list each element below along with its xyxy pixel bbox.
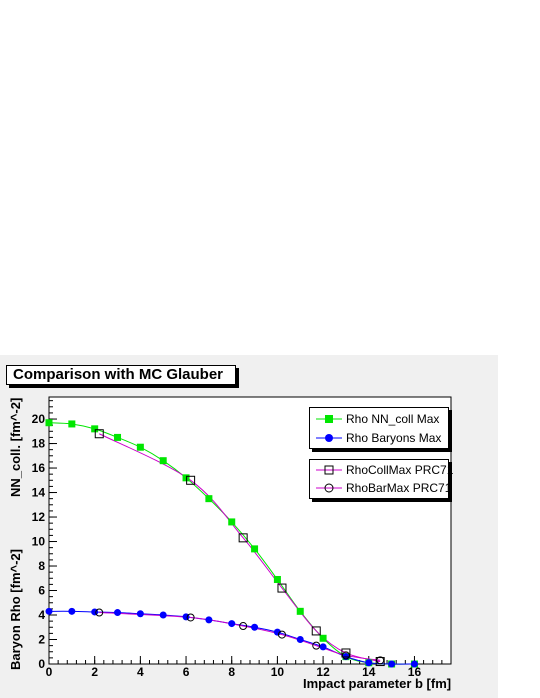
legend-item-rho-baryons: Rho Baryons Max [310,429,448,447]
x-axis-label: Impact parameter b [fm] [303,676,452,691]
data-point-open-square [375,657,385,667]
data-point-open-circle [341,651,350,660]
y-tick-label: 18 [32,437,46,451]
legend-model: Rho NN_coll Max Rho Baryons Max [309,407,449,449]
data-point-open-circle [239,622,248,631]
data-point-open-square [311,626,321,636]
x-tick-label: 10 [271,665,285,679]
data-point-circle [159,611,167,619]
data-point-circle [205,616,213,624]
y-tick-label: 10 [32,535,46,549]
legend-marker-filled-circle [316,434,342,442]
legend-item-rho-nn-coll: Rho NN_coll Max [310,410,448,428]
legend-label: Rho NN_coll Max [346,412,440,426]
legend-prc71: RhoCollMax PRC71 RhoBarMax PRC71 [309,459,453,499]
chart-title: Comparison with MC Glauber [6,365,236,385]
data-point-open-circle [277,630,286,639]
x-tick-label: 2 [91,665,98,679]
legend-marker-open-circle [316,483,342,493]
data-point-open-square [186,475,196,485]
data-point-square [45,419,53,427]
data-point-square [136,443,144,451]
legend-item-rhocollmax-prc71: RhoCollMax PRC71 [310,461,453,479]
data-point-open-circle [376,656,385,665]
y-tick-label: 8 [38,559,45,573]
data-point-open-square [238,533,248,543]
data-point-circle [114,609,122,617]
data-point-square [114,433,122,441]
data-point-open-circle [95,608,104,617]
data-point-square [91,425,99,433]
legend-marker-filled-square [316,415,342,423]
x-tick-label: 6 [183,665,190,679]
data-point-circle [410,660,418,668]
data-point-square [296,607,304,615]
x-tick-label: 0 [46,665,53,679]
data-point-circle [388,660,396,668]
x-tick-label: 4 [137,665,144,679]
legend-item-rhobarmax-prc71: RhoBarMax PRC71 [310,479,452,497]
y-tick-label: 16 [32,461,46,475]
data-point-circle [319,643,327,651]
data-point-square [319,634,327,642]
data-point-circle [251,623,259,631]
data-point-open-square [94,429,104,439]
legend-label: RhoBarMax PRC71 [346,481,452,495]
y-tick-label: 2 [38,633,45,647]
x-tick-label: 14 [362,665,376,679]
data-point-circle [365,659,373,667]
x-tick-label: 12 [316,665,330,679]
data-point-square [182,474,190,482]
y-tick-label: 0 [38,657,45,671]
data-point-circle [45,607,53,615]
y-tick-label: 6 [38,584,45,598]
data-point-circle [136,610,144,618]
legend-label: Rho Baryons Max [346,431,442,445]
y-tick-label: 20 [32,412,46,426]
data-point-square [228,518,236,526]
data-point-circle [273,628,281,636]
data-point-circle [68,607,76,615]
y-axis-label-top: NN_coll. [fm^-2] [8,397,23,497]
legend-label: RhoCollMax PRC71 [346,463,454,477]
data-point-square [205,495,213,503]
data-point-open-square [277,583,287,593]
data-point-open-square [341,648,351,658]
x-tick-label: 8 [228,665,235,679]
data-point-open-circle [186,613,195,622]
y-tick-label: 14 [32,486,46,500]
data-point-circle [296,636,304,644]
y-axis-label-bottom: Baryon Rho [fm^-2] [8,549,23,670]
legend-marker-open-square [316,465,342,475]
y-tick-label: 4 [38,608,45,622]
x-tick-label: 16 [408,665,422,679]
data-point-square [273,575,281,583]
data-point-circle [228,620,236,628]
data-point-square [251,545,259,553]
data-point-square [159,457,167,465]
data-point-open-circle [312,641,321,650]
y-tick-label: 12 [32,510,46,524]
data-point-square [68,420,76,428]
